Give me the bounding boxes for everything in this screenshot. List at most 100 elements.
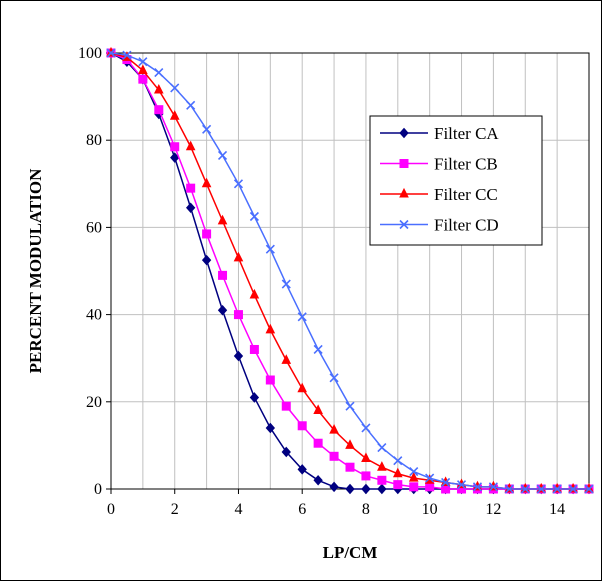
data-point <box>218 270 228 280</box>
legend-label: Filter CA <box>434 124 499 143</box>
data-point <box>249 392 260 403</box>
data-point <box>170 83 180 93</box>
legend-item: Filter CB <box>380 155 498 174</box>
y-tick-label: 20 <box>86 394 102 411</box>
series-filter-cd <box>106 48 594 494</box>
data-point <box>265 375 275 385</box>
legend-label: Filter CC <box>434 185 498 204</box>
data-point <box>249 344 259 354</box>
data-point <box>185 202 196 214</box>
data-point <box>185 140 196 151</box>
legend-label: Filter CD <box>434 216 499 235</box>
legend-item: Filter CD <box>380 216 499 235</box>
data-point <box>393 480 403 490</box>
data-point <box>399 127 409 139</box>
data-point <box>361 452 371 462</box>
data-point <box>313 475 323 486</box>
data-point <box>345 439 355 449</box>
data-point <box>425 473 435 483</box>
x-tick-label: 14 <box>549 501 565 518</box>
data-point <box>399 187 409 198</box>
data-point <box>265 244 275 254</box>
axis-ticks: 0 20 40 60 80 100 0 2 4 6 8 10 12 14 <box>78 45 565 518</box>
data-point <box>329 481 339 493</box>
data-point <box>313 404 323 415</box>
legend-box <box>369 115 543 246</box>
x-tick-label: 6 <box>298 501 306 518</box>
data-point <box>202 124 212 134</box>
x-axis-title: LP/CM <box>323 543 378 562</box>
data-point <box>393 456 403 466</box>
data-point <box>399 159 409 168</box>
x-tick-label: 12 <box>485 501 501 518</box>
data-point <box>345 401 355 411</box>
data-point <box>217 304 228 316</box>
data-point <box>568 484 578 494</box>
data-point <box>249 288 260 299</box>
data-point <box>345 483 355 495</box>
data-point <box>281 354 292 364</box>
y-tick-label: 60 <box>86 219 102 236</box>
legend-item: Filter CC <box>380 185 498 204</box>
data-point <box>392 467 403 478</box>
data-point <box>313 438 323 448</box>
y-tick-label: 0 <box>94 481 102 498</box>
data-point <box>329 373 339 383</box>
data-point <box>361 471 371 481</box>
data-point <box>377 461 387 471</box>
data-point <box>233 310 243 320</box>
series-filter-cc <box>106 46 594 493</box>
data-point <box>329 451 339 461</box>
data-point <box>313 344 323 355</box>
legend: Filter CA Filter CB Filter CC Filter CD <box>369 115 543 246</box>
data-point <box>399 219 409 230</box>
series-filter-ca <box>106 47 594 495</box>
data-point <box>329 424 339 434</box>
data-point <box>281 446 291 458</box>
data-point <box>138 64 148 74</box>
data-point <box>201 177 212 188</box>
data-point <box>409 466 419 477</box>
data-point <box>441 477 451 488</box>
x-tick-label: 10 <box>422 501 438 518</box>
data-point <box>233 251 244 262</box>
data-point <box>122 50 132 60</box>
data-point <box>456 480 467 490</box>
x-tick-label: 0 <box>107 501 115 518</box>
data-point <box>169 110 180 120</box>
data-point <box>154 68 164 78</box>
data-point <box>408 471 419 482</box>
data-point <box>170 142 180 152</box>
data-point <box>345 462 355 472</box>
data-point <box>265 323 276 334</box>
data-point <box>552 484 562 494</box>
data-point <box>297 312 307 322</box>
data-point <box>504 484 514 494</box>
y-tick-label: 80 <box>86 132 102 149</box>
x-tick-label: 8 <box>362 501 370 518</box>
data-point <box>154 105 164 115</box>
data-point <box>265 422 276 434</box>
data-point <box>377 443 387 453</box>
data-point <box>249 211 259 222</box>
legend-label: Filter CB <box>434 155 498 174</box>
data-point <box>297 382 308 393</box>
data-point <box>233 350 244 362</box>
x-tick-label: 4 <box>234 501 242 518</box>
data-point <box>584 484 594 494</box>
data-point <box>361 483 371 495</box>
data-point <box>377 483 387 495</box>
y-tick-label: 100 <box>78 45 102 62</box>
data-point <box>536 484 546 494</box>
data-point <box>153 83 164 94</box>
data-point <box>425 482 435 492</box>
y-tick-label: 40 <box>86 307 102 324</box>
data-point <box>472 482 483 492</box>
data-point <box>201 254 212 266</box>
data-point <box>202 229 212 239</box>
data-point <box>377 475 387 485</box>
data-point <box>488 482 498 492</box>
data-point <box>186 183 196 193</box>
